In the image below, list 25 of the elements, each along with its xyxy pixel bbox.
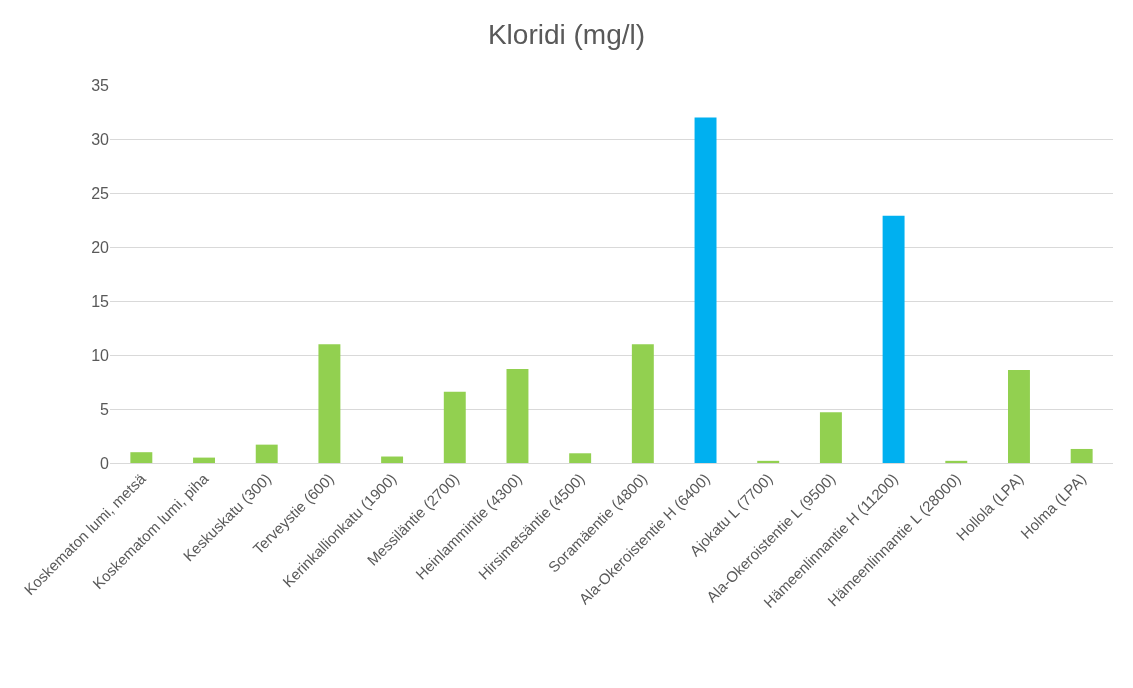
bar bbox=[255, 444, 278, 463]
y-tick-label: 10 bbox=[91, 346, 110, 364]
bar bbox=[945, 460, 968, 463]
bar bbox=[882, 215, 905, 463]
bar bbox=[506, 369, 529, 463]
y-tick-label: 25 bbox=[91, 184, 110, 202]
bar bbox=[569, 453, 592, 463]
bar bbox=[694, 117, 717, 463]
bar bbox=[1070, 448, 1093, 463]
y-tick-label: 0 bbox=[100, 454, 110, 472]
chart-title: Kloridi (mg/l) bbox=[487, 18, 646, 50]
bar bbox=[757, 460, 780, 463]
y-tick-label: 35 bbox=[91, 76, 110, 94]
bar bbox=[318, 344, 341, 463]
bar bbox=[1008, 370, 1030, 463]
bar bbox=[193, 457, 215, 463]
bar bbox=[130, 452, 153, 463]
y-tick-label: 5 bbox=[100, 400, 110, 418]
bar bbox=[819, 412, 842, 463]
y-tick-label: 30 bbox=[91, 130, 110, 148]
bar bbox=[381, 456, 404, 463]
bar bbox=[631, 344, 654, 463]
bar bbox=[443, 391, 466, 463]
y-tick-label: 20 bbox=[91, 238, 110, 256]
y-tick-label: 15 bbox=[91, 292, 110, 310]
